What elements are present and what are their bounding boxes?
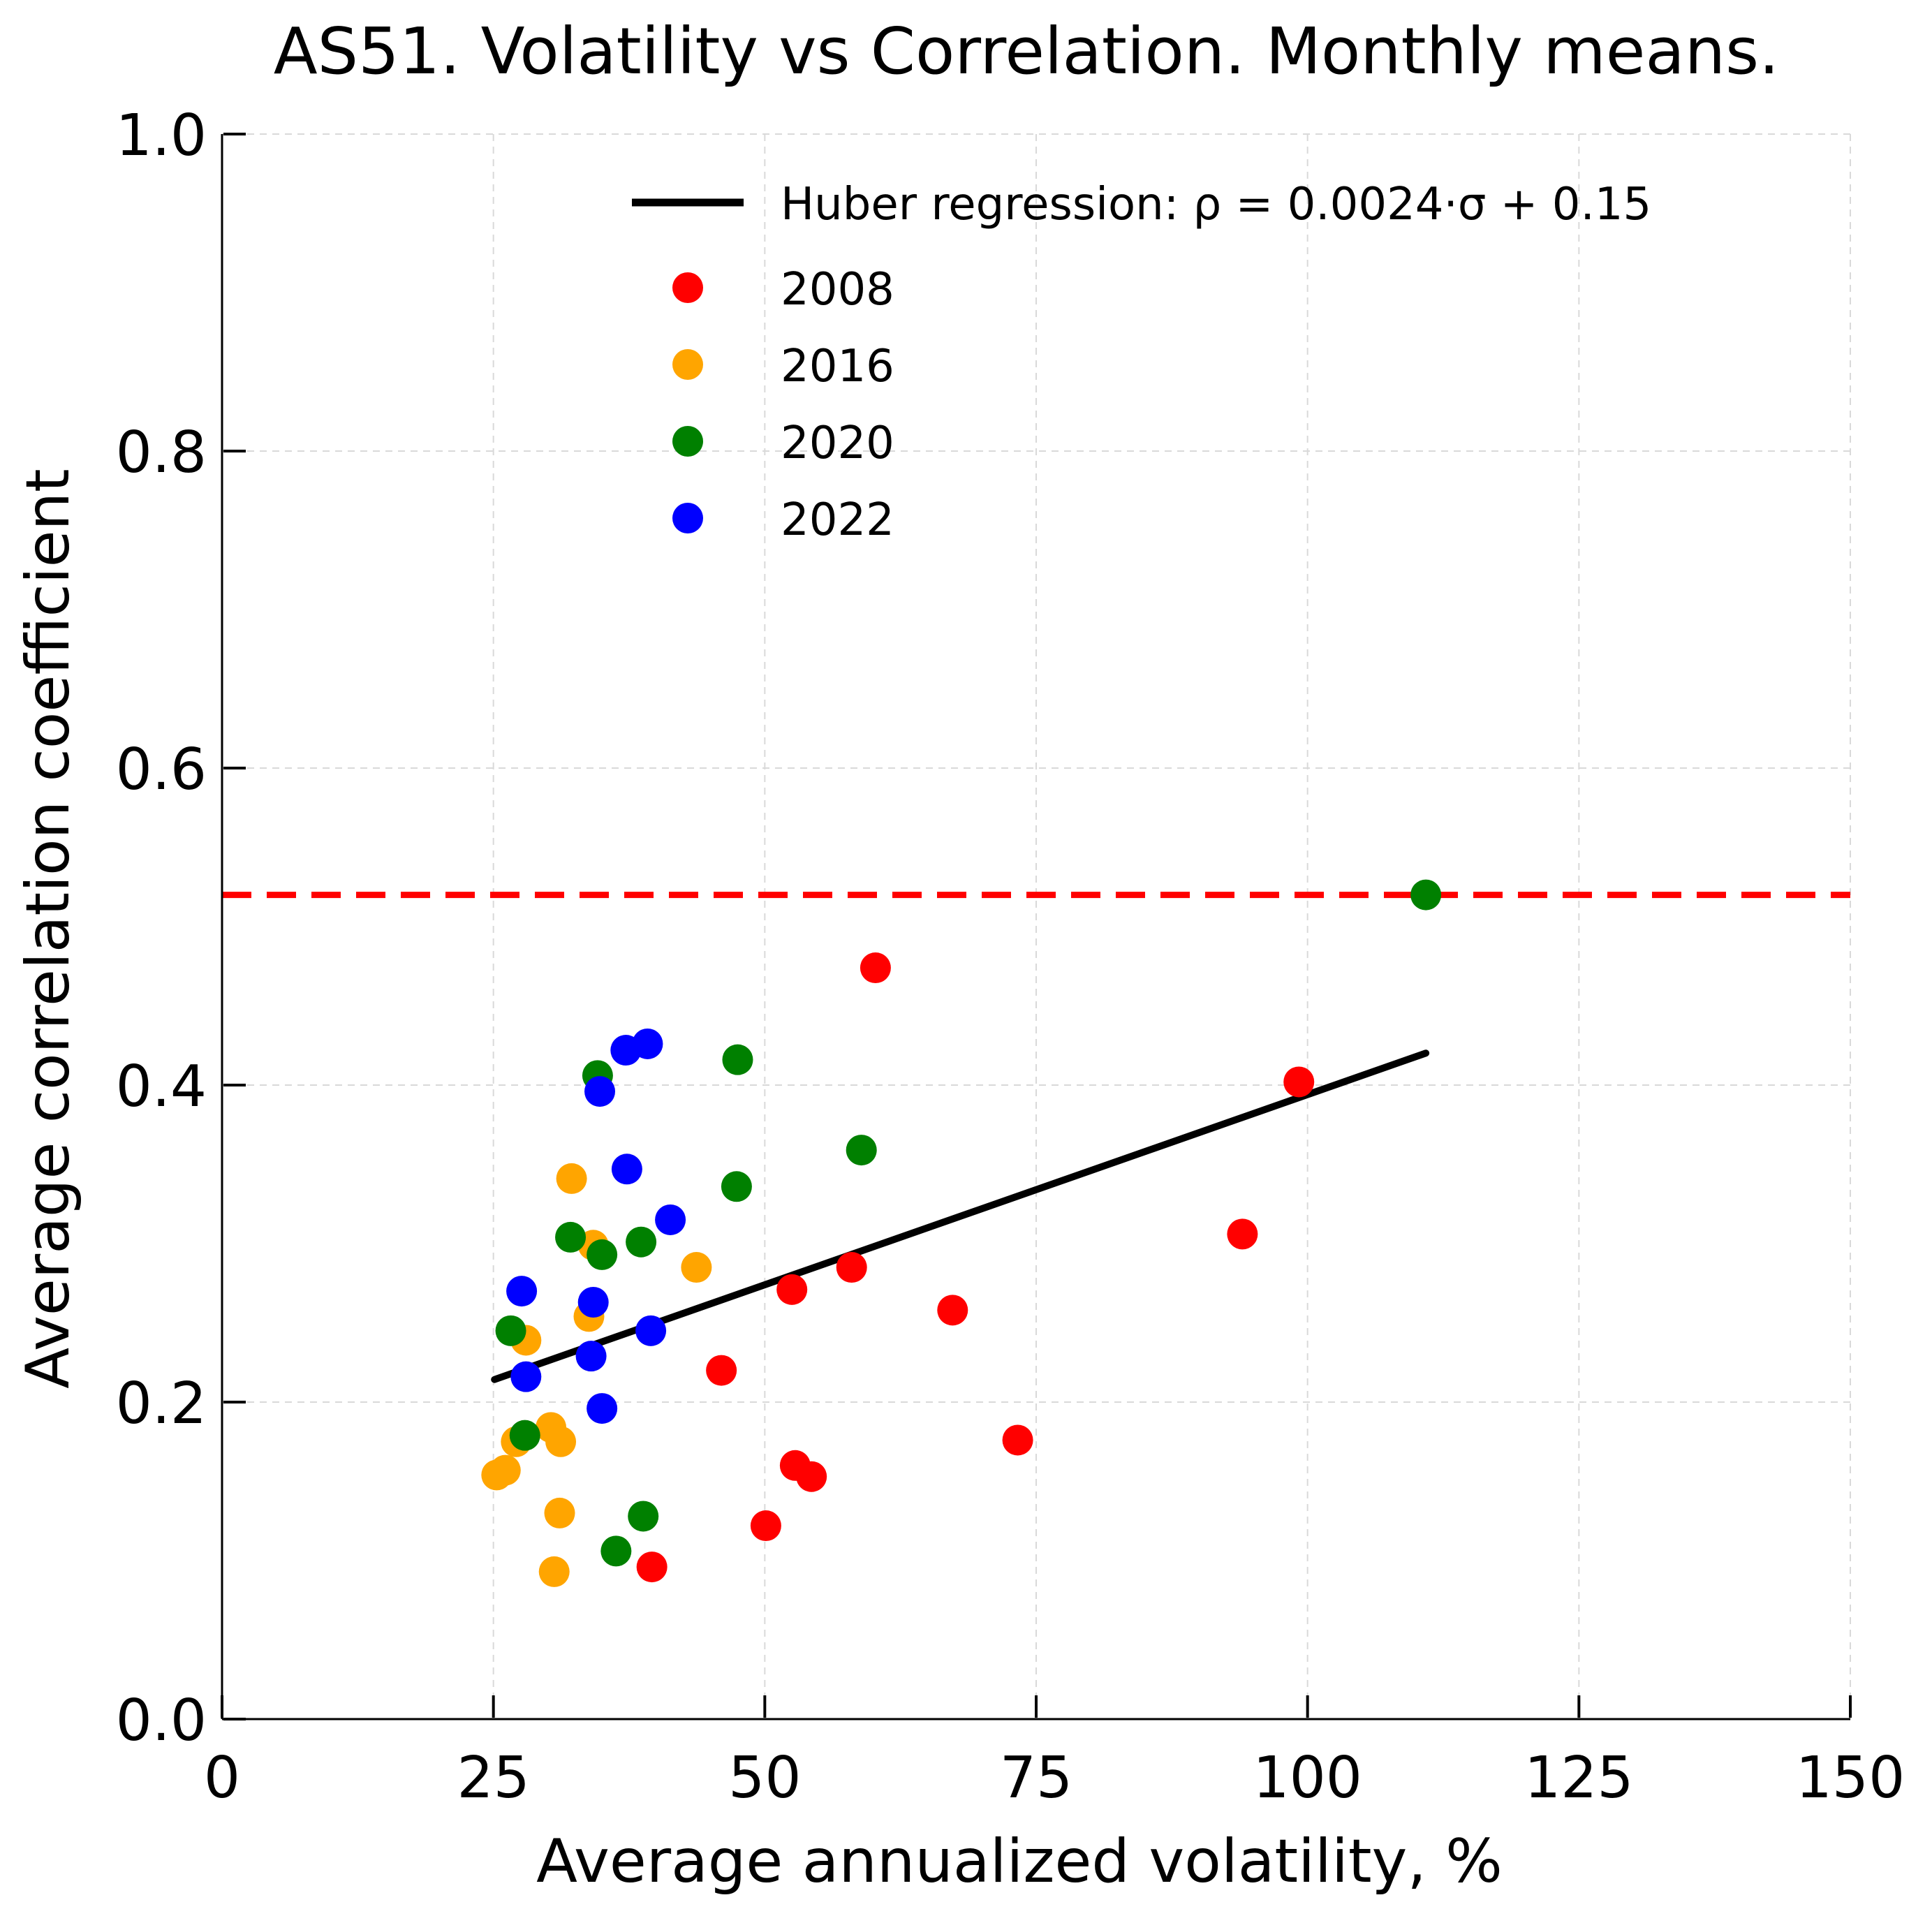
y-tick-label: 0.4	[116, 1054, 207, 1120]
point-2008	[836, 1252, 867, 1283]
legend-marker-2016	[672, 349, 703, 380]
x-tick-label: 125	[1524, 1745, 1634, 1811]
point-2022	[510, 1361, 542, 1392]
point-2020	[495, 1315, 526, 1346]
point-2022	[611, 1154, 642, 1185]
y-axis-label: Average correlation coefficient	[13, 469, 83, 1389]
x-tick-label: 100	[1253, 1745, 1362, 1811]
point-2022	[575, 1341, 607, 1372]
point-2008	[776, 1274, 808, 1305]
legend-series-entries: 2008 2016 2020 2022	[672, 264, 894, 546]
series-2020	[495, 879, 1442, 1567]
point-2016	[544, 1497, 575, 1528]
point-2008	[636, 1552, 668, 1583]
legend-marker-2008	[672, 272, 703, 303]
legend-marker-2020	[672, 426, 703, 457]
y-tick-label: 0.0	[116, 1688, 207, 1754]
point-2020	[721, 1171, 752, 1202]
point-2016	[556, 1163, 587, 1194]
point-2022	[587, 1393, 618, 1424]
point-2022	[610, 1035, 642, 1066]
x-tick-label: 150	[1796, 1745, 1905, 1811]
point-2016	[545, 1426, 577, 1457]
point-2020	[626, 1226, 657, 1258]
chart-title: AS51. Volatility vs Correlation. Monthly…	[274, 14, 1780, 89]
point-2008	[706, 1355, 737, 1386]
legend-label-2020: 2020	[781, 418, 894, 469]
regression-line	[491, 1049, 1430, 1383]
x-axis-label: Average annualized volatility, %	[536, 1827, 1503, 1896]
legend-regression-formula: ρ = 0.0024·σ + 0.15	[1193, 179, 1652, 230]
point-2022	[635, 1315, 667, 1346]
point-2008	[937, 1295, 968, 1326]
legend-label-2016: 2016	[781, 341, 894, 392]
point-2016	[681, 1252, 712, 1283]
point-2020	[509, 1420, 540, 1451]
legend: Huber regression: ρ = 0.0024·σ + 0.15 20…	[632, 179, 1651, 546]
x-tick-label: 50	[728, 1745, 801, 1811]
legend-regression-label: Huber regression: ρ = 0.0024·σ + 0.15	[781, 179, 1651, 230]
point-2008	[1002, 1424, 1033, 1456]
tick-labels: 0 25 50 75 100 125 150 0.0 0.2 0.4 0.6 0.8 1.0	[116, 103, 1905, 1811]
x-tick-label: 25	[457, 1745, 529, 1811]
y-tick-label: 0.6	[116, 737, 207, 803]
y-tick-label: 0.2	[116, 1371, 207, 1437]
point-2008	[750, 1510, 781, 1542]
point-2020	[1410, 879, 1442, 911]
point-2020	[600, 1535, 632, 1567]
point-2008	[1227, 1218, 1258, 1250]
legend-label-2008: 2008	[781, 264, 894, 316]
point-2020	[846, 1135, 877, 1166]
point-2008	[796, 1461, 827, 1492]
x-tick-label: 0	[204, 1745, 240, 1811]
y-tick-label: 0.8	[116, 420, 207, 486]
point-2020	[555, 1221, 587, 1253]
point-2016	[538, 1556, 570, 1587]
point-2022	[577, 1286, 609, 1318]
point-2020	[722, 1044, 753, 1075]
series-2022	[506, 1028, 686, 1424]
data-points	[481, 879, 1442, 1587]
point-2008	[860, 952, 891, 984]
point-2022	[506, 1276, 538, 1307]
point-2016	[481, 1459, 513, 1491]
point-2022	[655, 1204, 686, 1235]
series-2008	[636, 952, 1315, 1583]
y-tick-label: 1.0	[116, 103, 207, 169]
axes	[221, 133, 1852, 1720]
point-2022	[584, 1076, 616, 1107]
legend-marker-2022	[672, 503, 703, 533]
legend-label-2022: 2022	[781, 494, 894, 546]
regression-layer	[491, 1049, 1430, 1383]
x-tick-label: 75	[1000, 1745, 1072, 1811]
point-2020	[587, 1239, 618, 1270]
legend-regression-prefix: Huber regression:	[781, 179, 1193, 230]
point-2008	[1283, 1066, 1315, 1098]
point-2020	[628, 1501, 659, 1532]
gridlines	[222, 133, 1851, 1719]
